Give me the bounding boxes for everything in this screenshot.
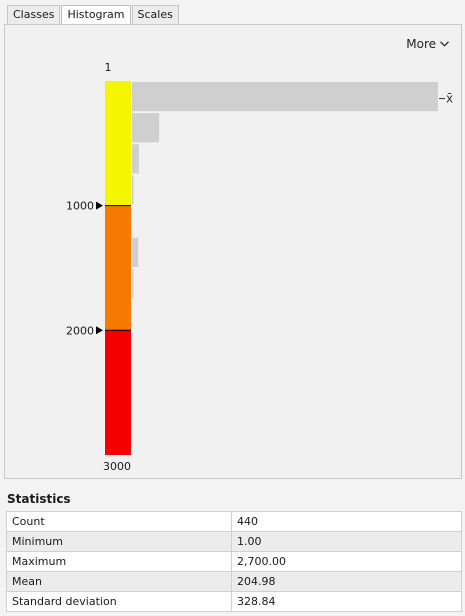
class-band: [105, 330, 131, 455]
histogram-bin: [132, 144, 139, 174]
statistic-value: 2,700.00: [231, 551, 462, 572]
histogram-min-label: 1: [105, 61, 112, 74]
chevron-down-icon: [440, 41, 449, 47]
break-label: 2000: [66, 324, 94, 337]
more-label: More: [406, 37, 436, 51]
histogram-bin: [132, 175, 134, 205]
histogram-max-label: 3000: [103, 460, 131, 473]
tab-classes[interactable]: Classes: [7, 5, 61, 24]
statistics-title: Statistics: [7, 492, 71, 506]
mean-label: x̄: [446, 92, 453, 106]
statistic-label: Mean: [6, 571, 232, 592]
break-handle-icon[interactable]: [96, 326, 103, 335]
histogram-bin: [132, 269, 134, 299]
class-band: [105, 205, 131, 331]
tab-strip: Classes Histogram Scales: [7, 5, 180, 25]
statistics-row: Count 440: [6, 511, 462, 532]
more-menu-button[interactable]: More: [406, 37, 449, 51]
statistic-value: 440: [231, 511, 462, 532]
statistics-row: Maximum 2,700.00: [6, 551, 462, 572]
statistic-value: 204.98: [231, 571, 462, 592]
break-handle-icon[interactable]: [96, 201, 103, 210]
histogram-bin: [132, 82, 438, 112]
statistic-value: 328.84: [231, 591, 462, 612]
statistic-label: Standard deviation: [6, 591, 232, 612]
statistics-row: Mean 204.98: [6, 571, 462, 592]
class-band: [105, 81, 131, 206]
statistics-row: Minimum 1.00: [6, 531, 462, 552]
histogram-bin: [132, 113, 160, 143]
tab-histogram[interactable]: Histogram: [61, 5, 131, 25]
histogram-chart: 1000 2000 1 3000 x̄: [66, 61, 453, 473]
break-label: 1000: [66, 200, 94, 213]
statistics-row: Standard deviation 328.84: [6, 591, 462, 612]
statistic-label: Count: [6, 511, 232, 532]
statistic-label: Minimum: [6, 531, 232, 552]
histogram-panel: More 1000 2000 1 3000 x̄: [4, 24, 462, 479]
histogram-bin: [132, 237, 139, 267]
statistic-value: 1.00: [231, 531, 462, 552]
tab-scales[interactable]: Scales: [131, 5, 179, 24]
statistics-table: Count 440 Minimum 1.00 Maximum 2,700.00 Mean 20…: [6, 511, 462, 612]
statistic-label: Maximum: [6, 551, 232, 572]
